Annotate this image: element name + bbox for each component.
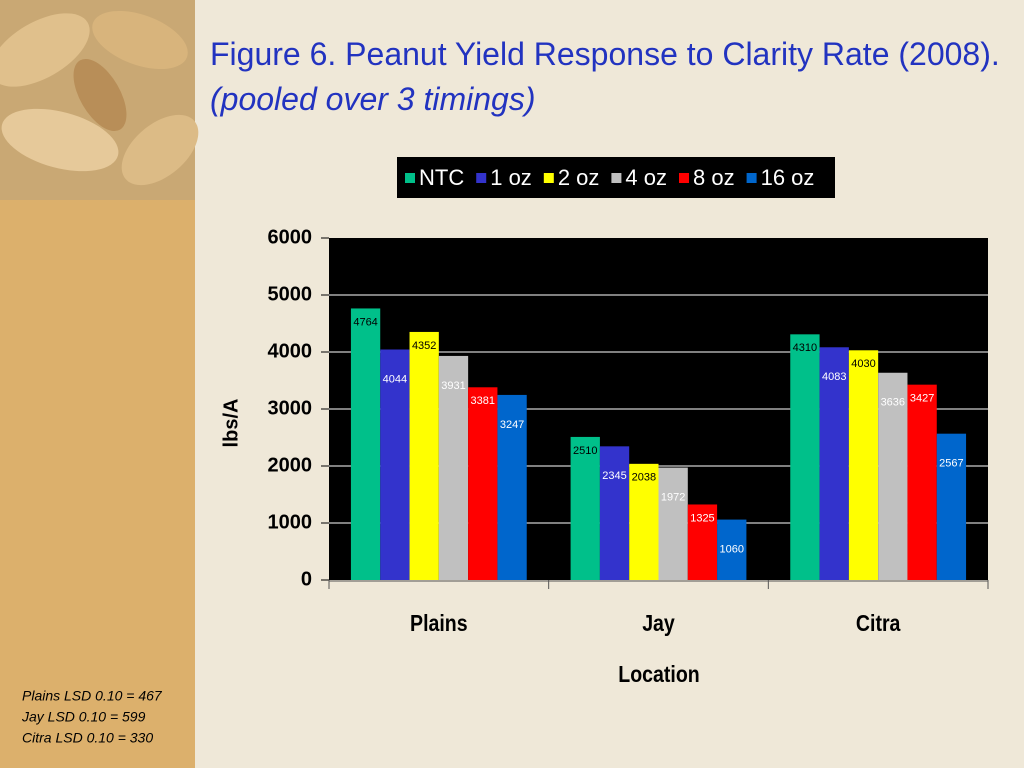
bar xyxy=(350,308,381,580)
bar xyxy=(907,384,937,580)
legend-swatch xyxy=(679,173,689,183)
legend-swatch xyxy=(746,173,757,183)
legend-label: 2 oz xyxy=(558,165,600,190)
value-label: 2567 xyxy=(939,458,963,470)
y-tick-label: 2000 xyxy=(268,454,313,476)
note: Plains LSD 0.10 = 467 xyxy=(22,688,163,704)
value-label: 3931 xyxy=(441,380,465,392)
bar xyxy=(936,433,967,580)
legend-label: NTC xyxy=(419,165,464,190)
bar xyxy=(687,504,718,580)
y-tick-label: 0 xyxy=(301,568,312,590)
value-label: 2510 xyxy=(573,445,597,457)
value-label: 4083 xyxy=(822,371,846,383)
value-label: 4030 xyxy=(851,358,875,370)
x-tick-label: Jay xyxy=(642,611,675,637)
peanut-photo xyxy=(0,0,199,200)
bar xyxy=(629,463,659,580)
value-label: 2345 xyxy=(602,470,626,482)
value-label: 3427 xyxy=(910,393,934,405)
y-tick-label: 4000 xyxy=(268,340,313,362)
x-tick-label: Plains xyxy=(410,611,468,637)
legend-label: 16 oz xyxy=(761,165,815,190)
value-label: 4044 xyxy=(383,373,407,385)
value-label: 4352 xyxy=(412,340,436,352)
legend-label: 1 oz xyxy=(490,165,532,190)
note: Jay LSD 0.10 = 599 xyxy=(21,709,146,725)
value-label: 3247 xyxy=(500,419,524,431)
bar xyxy=(717,519,747,580)
legend-swatch xyxy=(476,173,487,183)
note: Citra LSD 0.10 = 330 xyxy=(22,730,153,746)
subtitle: (pooled over 3 timings) xyxy=(210,81,536,117)
y-axis-title: lbs/A xyxy=(220,399,242,448)
bar xyxy=(409,331,439,580)
value-label: 3381 xyxy=(471,395,495,407)
y-tick-label: 1000 xyxy=(268,511,313,533)
bar xyxy=(819,347,849,580)
value-label: 2038 xyxy=(632,472,656,484)
bar xyxy=(438,355,469,580)
side-panel xyxy=(0,200,195,768)
legend-swatch xyxy=(543,173,554,183)
bar xyxy=(878,372,908,580)
x-axis-title: Location xyxy=(618,662,699,688)
bar xyxy=(658,467,688,580)
x-tick-label: Citra xyxy=(856,611,901,637)
bar xyxy=(497,394,527,580)
value-label: 4310 xyxy=(793,342,817,354)
bar xyxy=(848,350,879,580)
value-label: 1060 xyxy=(720,543,744,555)
legend-label: 4 oz xyxy=(625,165,667,190)
value-label: 1325 xyxy=(690,512,714,524)
legend-swatch xyxy=(405,173,415,183)
y-tick-label: 5000 xyxy=(268,283,313,305)
bar xyxy=(380,349,410,580)
value-label: 1972 xyxy=(661,492,685,504)
legend-swatch xyxy=(611,173,622,183)
y-tick-label: 6000 xyxy=(268,226,313,248)
value-label: 3636 xyxy=(881,397,905,409)
bar xyxy=(468,387,498,580)
value-label: 4764 xyxy=(353,316,377,328)
title: Figure 6. Peanut Yield Response to Clari… xyxy=(210,32,1000,122)
legend-label: 8 oz xyxy=(693,165,735,190)
y-tick-label: 3000 xyxy=(268,397,313,419)
title-text: Figure 6. Peanut Yield Response to Clari… xyxy=(210,36,1000,72)
bar xyxy=(599,446,630,580)
bar xyxy=(790,334,820,580)
bar xyxy=(570,436,600,580)
